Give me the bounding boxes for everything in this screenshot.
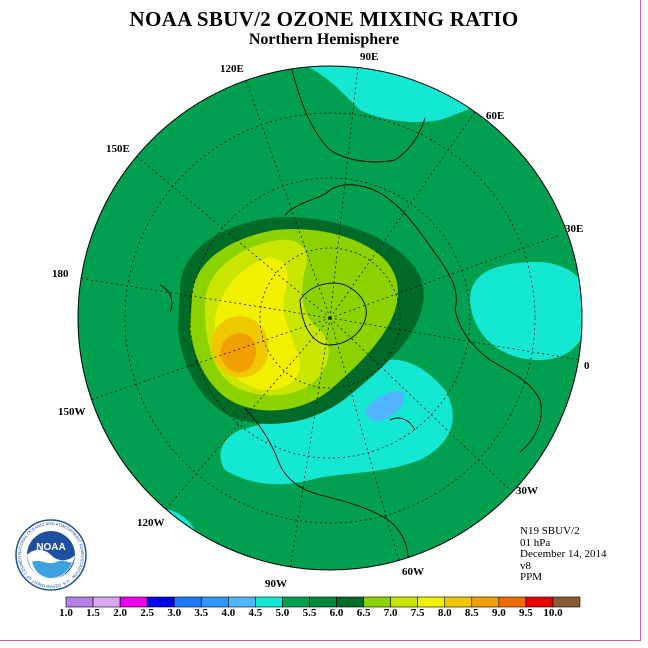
lon-label-30e: 30E	[565, 223, 584, 235]
info-block: N19 SBUV/2 01 hPa December 14, 2014 v8 P…	[520, 525, 607, 584]
lon-label-90e: 90E	[360, 51, 379, 63]
field-cyan-south	[220, 359, 453, 485]
page-subtitle: Northern Hemisphere	[248, 31, 400, 48]
colorbar-tick-label: 5.0	[275, 607, 290, 619]
lon-label-0: 0	[584, 360, 590, 372]
colorbar-swatch	[255, 596, 283, 608]
colorbar-tick-label: 2.5	[140, 607, 155, 619]
field-blue-patch	[365, 391, 405, 421]
colorbar-swatch	[65, 596, 94, 608]
colorbar-tick-label: 8.5	[464, 607, 479, 619]
colorbar-tick-label: 5.5	[302, 607, 317, 619]
lon-label-60w: 60W	[402, 566, 424, 578]
noaa-logo: NOAA NATIONAL OCEANIC AND ATMOSPHERIC AD…	[14, 518, 87, 591]
colorbar-swatch	[390, 596, 418, 608]
map-boundary	[77, 65, 583, 571]
logo-text: NOAA	[36, 542, 65, 553]
colorbar-swatch	[363, 596, 391, 608]
lon-label-120w: 120W	[137, 517, 165, 529]
colorbar-swatch	[471, 596, 500, 608]
colorbar-swatch	[309, 596, 337, 608]
lon-label-90w: 90W	[265, 578, 287, 590]
logo-water	[32, 560, 72, 578]
colorbar-tick-label: 9.5	[519, 607, 533, 619]
colorbar-tick-label: 6.0	[329, 607, 344, 619]
field-cyan-east	[470, 262, 582, 360]
colorbar-tick-label: 4.0	[221, 607, 236, 619]
lon-label-60e: 60E	[486, 110, 505, 122]
colorbar-tick-label: 9.0	[491, 607, 506, 619]
colorbar-tick-label: 1.5	[86, 607, 100, 619]
colorbar-swatch	[336, 596, 364, 608]
colorbar-swatch	[200, 596, 229, 608]
field-8.5	[220, 333, 256, 373]
colorbar-tick-label: 7.0	[383, 607, 398, 619]
colorbar-tick-label: 3.0	[167, 607, 182, 619]
colorbar-tick-label: 2.0	[113, 607, 127, 619]
colorbar-tick-label: 4.5	[248, 607, 263, 619]
colorbar	[65, 596, 581, 608]
colorbar-tick-label: 6.5	[356, 607, 371, 619]
coastlines	[159, 69, 542, 566]
colorbar-tick-label: 3.5	[194, 607, 209, 619]
colorbar-swatch	[444, 596, 473, 608]
colorbar-swatch	[119, 596, 148, 608]
lon-label-150w: 150W	[58, 406, 86, 418]
plot-frame	[0, 0, 641, 641]
colorbar-swatch	[173, 596, 202, 608]
colorbar-swatch	[417, 596, 446, 608]
page-title: NOAA SBUV/2 OZONE MIXING RATIO	[129, 7, 519, 31]
instrument-label: N19 SBUV/2	[520, 525, 580, 537]
colorbar-swatch	[525, 596, 554, 608]
lon-label-120e: 120E	[220, 63, 244, 75]
units-label: PPM	[520, 571, 543, 583]
version-label: v8	[520, 559, 531, 572]
lon-label-150e: 150E	[106, 143, 130, 155]
colorbar-swatch	[552, 596, 581, 608]
graticule	[78, 66, 581, 570]
colorbar-tick-label: 1.0	[59, 607, 73, 619]
pressure-level: 01 hPa	[520, 536, 551, 549]
colorbar-swatch	[228, 596, 256, 608]
colorbar-swatch	[282, 596, 310, 608]
lon-label-30w: 30W	[516, 485, 538, 497]
colorbar-swatch	[498, 596, 527, 608]
colorbar-swatch	[146, 596, 175, 608]
colorbar-tick-label: 8.0	[437, 607, 452, 619]
colorbar-tick-label: 7.5	[410, 607, 425, 619]
colorbar-tick-label: 10.0	[543, 607, 563, 619]
lon-label-180: 180	[52, 268, 69, 280]
colorbar-swatch	[92, 596, 121, 608]
date-label: December 14, 2014	[520, 548, 607, 560]
